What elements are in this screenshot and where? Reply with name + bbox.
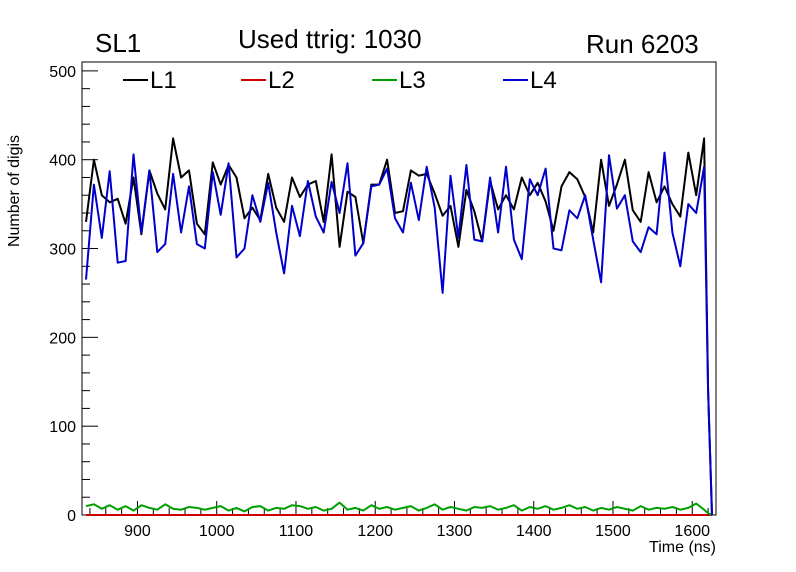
plot-frame	[81, 61, 717, 516]
x-tick-label: 1500	[595, 523, 631, 540]
x-tick-label: 1100	[279, 523, 314, 540]
series-line-l1	[85, 137, 713, 516]
legend-label-l4: L4	[530, 67, 557, 94]
x-tick-label: 900	[124, 523, 151, 540]
run-label: Run 6203	[586, 29, 699, 59]
y-tick-label: 200	[49, 330, 76, 347]
x-tick-label: 1400	[516, 523, 552, 540]
x-tick-label: 1300	[437, 523, 473, 540]
y-tick-label: 0	[67, 508, 76, 525]
x-tick-label: 1000	[199, 523, 235, 540]
axes: 900 1000 1100 1200 1300 1400 1500 1600 0 100 200 30…	[49, 64, 710, 540]
superlayer-label: SL1	[95, 28, 142, 58]
series-line-l4	[85, 151, 713, 516]
legend-label-l1: L1	[150, 67, 177, 94]
legend: L1 L2 L3 L4	[123, 67, 557, 94]
x-tick-label: 1200	[357, 523, 393, 540]
y-tick-label: 300	[49, 242, 76, 259]
series-line-l3	[85, 501, 713, 516]
x-axis-label: Time (ns)	[649, 539, 716, 556]
y-tick-label: 100	[49, 419, 76, 436]
x-tick-label: 1600	[674, 523, 710, 540]
y-tick-label: 400	[49, 153, 76, 170]
legend-label-l3: L3	[399, 67, 426, 94]
legend-label-l2: L2	[268, 67, 295, 94]
y-tick-label: 500	[49, 64, 76, 81]
y-axis-label: Number of digis	[6, 135, 23, 247]
series-lines	[85, 137, 713, 516]
chart-title: Used ttrig: 1030	[238, 24, 422, 54]
